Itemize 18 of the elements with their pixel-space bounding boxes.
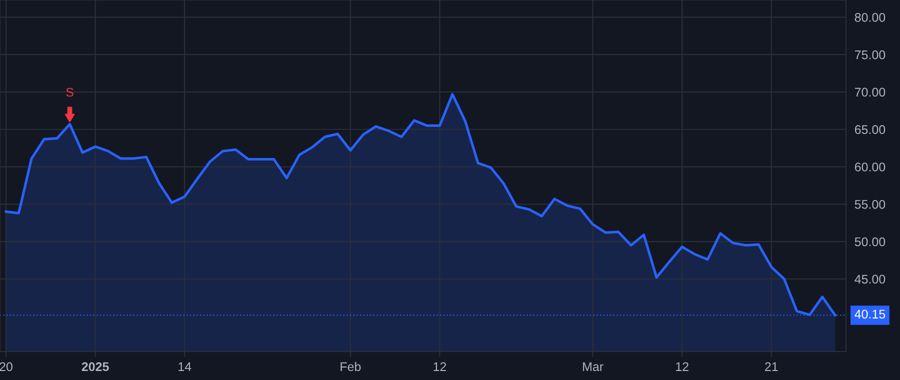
y-tick-label: 60.00 <box>854 162 886 172</box>
annotation: S <box>66 88 74 97</box>
y-tick-label: 75.00 <box>854 50 886 60</box>
x-tick-label: 12 <box>676 362 688 371</box>
x-tick-label: Feb <box>340 362 361 372</box>
y-tick-label: 50.00 <box>854 237 886 246</box>
y-tick-label: 70.00 <box>854 88 886 97</box>
x-tick-label: 2025 <box>82 362 109 372</box>
y-tick-label: 80.00 <box>854 13 886 22</box>
x-tick-label: 14 <box>178 362 192 371</box>
y-tick-label: 65.00 <box>854 125 886 134</box>
y-tick-label: 55.00 <box>854 200 886 209</box>
x-tick-label: 20 <box>0 362 12 372</box>
ref-line-label: 40.15 <box>854 310 886 319</box>
x-tick-label: Mar <box>583 362 604 372</box>
x-tick-label: 21 <box>765 362 778 371</box>
y-tick-label: 45.00 <box>854 274 886 284</box>
x-tick-label: 12 <box>434 362 446 371</box>
